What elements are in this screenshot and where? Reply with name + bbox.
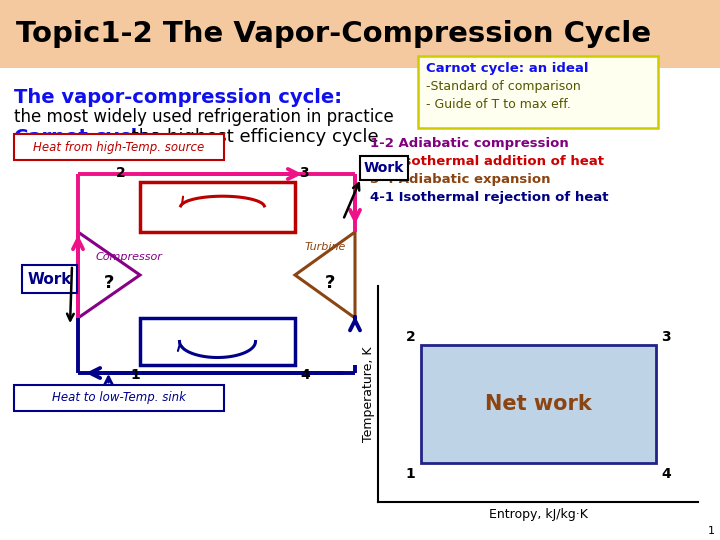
- Text: 1: 1: [405, 467, 415, 481]
- Bar: [420, 345, 656, 463]
- Text: Carnot cycle:: Carnot cycle:: [14, 128, 158, 147]
- Text: ?: ?: [104, 274, 114, 292]
- Bar: [420, 345, 656, 463]
- Text: the highest efficiency cycle: the highest efficiency cycle: [126, 128, 379, 146]
- Text: Heat to low-Temp. sink: Heat to low-Temp. sink: [52, 392, 186, 404]
- Bar: [360, 156, 408, 180]
- Text: 4-1 Isothermal rejection of heat: 4-1 Isothermal rejection of heat: [370, 191, 608, 204]
- Text: 3: 3: [299, 166, 309, 180]
- Text: 1: 1: [708, 526, 715, 536]
- Bar: [418, 56, 658, 128]
- Polygon shape: [295, 232, 355, 318]
- Text: the most widely used refrigeration in practice: the most widely used refrigeration in pr…: [14, 108, 394, 126]
- X-axis label: Entropy, kJ/kg·K: Entropy, kJ/kg·K: [489, 508, 588, 521]
- Text: 2: 2: [116, 166, 126, 180]
- Bar: [140, 318, 295, 365]
- Text: 2: 2: [405, 330, 415, 344]
- Text: Turbine: Turbine: [305, 242, 346, 252]
- Text: Net work: Net work: [485, 394, 592, 414]
- Text: 2-3 Isothermal addition of heat: 2-3 Isothermal addition of heat: [370, 155, 604, 168]
- Text: Compressor: Compressor: [96, 252, 163, 262]
- Text: 4: 4: [300, 368, 310, 382]
- Text: 3-4 Adiabatic expansion: 3-4 Adiabatic expansion: [370, 173, 551, 186]
- Bar: [14, 385, 224, 411]
- Bar: [14, 134, 224, 160]
- Bar: [22, 265, 77, 293]
- Text: 4: 4: [661, 467, 671, 481]
- Text: - Guide of T to max eff.: - Guide of T to max eff.: [426, 98, 571, 111]
- Y-axis label: Temperature, K: Temperature, K: [362, 347, 375, 442]
- Text: Work: Work: [364, 161, 404, 175]
- Text: The vapor-compression cycle:: The vapor-compression cycle:: [14, 88, 342, 107]
- Bar: [140, 182, 295, 232]
- Text: 3: 3: [661, 330, 670, 344]
- Text: Topic1-2 The Vapor-Compression Cycle: Topic1-2 The Vapor-Compression Cycle: [16, 20, 651, 48]
- Polygon shape: [78, 232, 140, 318]
- Text: -Standard of comparison: -Standard of comparison: [426, 80, 581, 93]
- Bar: [0, 0, 720, 68]
- Text: ?: ?: [325, 274, 336, 292]
- Text: Carnot cycle: an ideal: Carnot cycle: an ideal: [426, 62, 588, 75]
- Text: Heat from high-Temp. source: Heat from high-Temp. source: [33, 140, 204, 153]
- Text: 1-2 Adiabatic compression: 1-2 Adiabatic compression: [370, 137, 569, 150]
- Text: 1: 1: [130, 368, 140, 382]
- Text: Work: Work: [27, 272, 72, 287]
